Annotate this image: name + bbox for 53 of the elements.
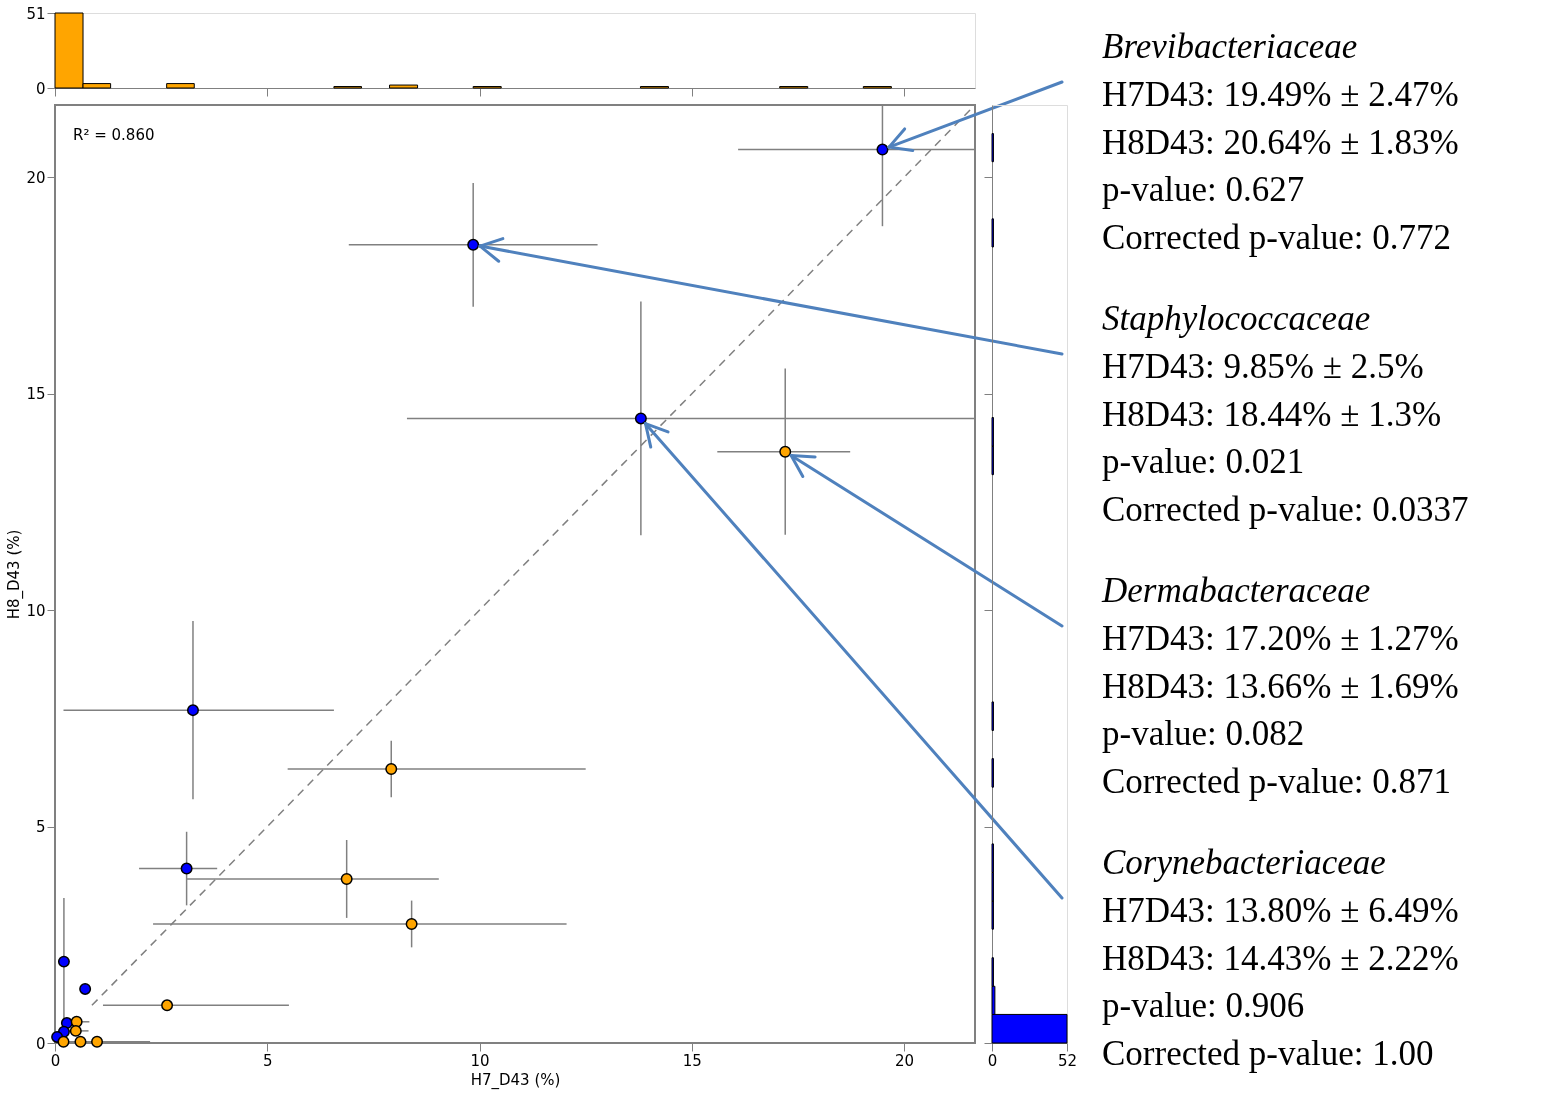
point bbox=[779, 445, 792, 458]
text: p-value: 0.021 bbox=[1102, 442, 1305, 482]
point bbox=[74, 1035, 87, 1048]
y-axis-title: H8_D43 (%) bbox=[5, 529, 25, 620]
text: H8D43: 14.43% ± 2.22% bbox=[1102, 938, 1459, 978]
annotation: Dermabacteraceae bbox=[1101, 571, 1371, 610]
x-tick-label: 10 bbox=[470, 1051, 490, 1070]
y-tick-label: 20 bbox=[26, 168, 46, 187]
text: Corrected p-value: 0.0337 bbox=[1102, 490, 1469, 530]
point bbox=[467, 238, 480, 251]
text: H8D43: 18.44% ± 1.3% bbox=[1102, 394, 1442, 434]
text: p-value: 0.906 bbox=[1102, 986, 1305, 1026]
text: H8D43: 13.66% ± 1.69% bbox=[1102, 666, 1459, 706]
x-tick-label: 15 bbox=[682, 1051, 702, 1070]
y-tick-label: 15 bbox=[26, 385, 46, 404]
text: Corrected p-value: 0.871 bbox=[1102, 762, 1451, 802]
point bbox=[161, 999, 174, 1012]
text: Corrected p-value: 1.00 bbox=[1102, 1034, 1434, 1074]
point bbox=[340, 872, 353, 885]
y-tick-label: 0 bbox=[35, 1034, 46, 1053]
text: H7D43: 19.49% ± 2.47% bbox=[1102, 74, 1459, 114]
y-tick-label: 0 bbox=[35, 79, 46, 98]
point bbox=[69, 1024, 82, 1037]
text: p-value: 0.627 bbox=[1102, 170, 1305, 210]
point bbox=[634, 412, 647, 425]
text: p-value: 0.082 bbox=[1102, 714, 1305, 754]
annotation: Brevibacteriaceae bbox=[1102, 27, 1358, 66]
y-tick-label: 51 bbox=[26, 4, 46, 23]
point bbox=[57, 955, 70, 968]
annotation: Corynebacteriaceae bbox=[1102, 843, 1386, 882]
y-tick-label: 10 bbox=[26, 601, 46, 620]
text: H7D43: 13.80% ± 6.49% bbox=[1102, 890, 1459, 930]
x-tick-label: 0 bbox=[987, 1051, 998, 1070]
point bbox=[876, 143, 889, 156]
text: H7D43: 17.20% ± 1.27% bbox=[1102, 618, 1459, 658]
x-tick-label: 52 bbox=[1057, 1051, 1078, 1070]
point bbox=[385, 763, 398, 775]
y-tick-label: 5 bbox=[35, 818, 46, 837]
annotation: R² = 0.860 bbox=[73, 126, 155, 144]
point bbox=[186, 704, 199, 717]
x-tick-label: 20 bbox=[895, 1051, 915, 1070]
x-axis-title: H7_D43 (%) bbox=[470, 1070, 561, 1090]
text: H8D43: 20.64% ± 1.83% bbox=[1102, 122, 1459, 162]
point bbox=[79, 982, 92, 995]
point bbox=[180, 862, 193, 875]
x-tick-label: 0 bbox=[50, 1051, 61, 1070]
point bbox=[405, 917, 418, 930]
text: H7D43: 9.85% ± 2.5% bbox=[1102, 346, 1424, 386]
point bbox=[57, 1035, 70, 1048]
x-tick-label: 5 bbox=[263, 1051, 273, 1070]
annotation: Staphylococcaceae bbox=[1102, 299, 1371, 338]
text: Corrected p-value: 0.772 bbox=[1102, 218, 1451, 258]
point bbox=[91, 1035, 104, 1048]
